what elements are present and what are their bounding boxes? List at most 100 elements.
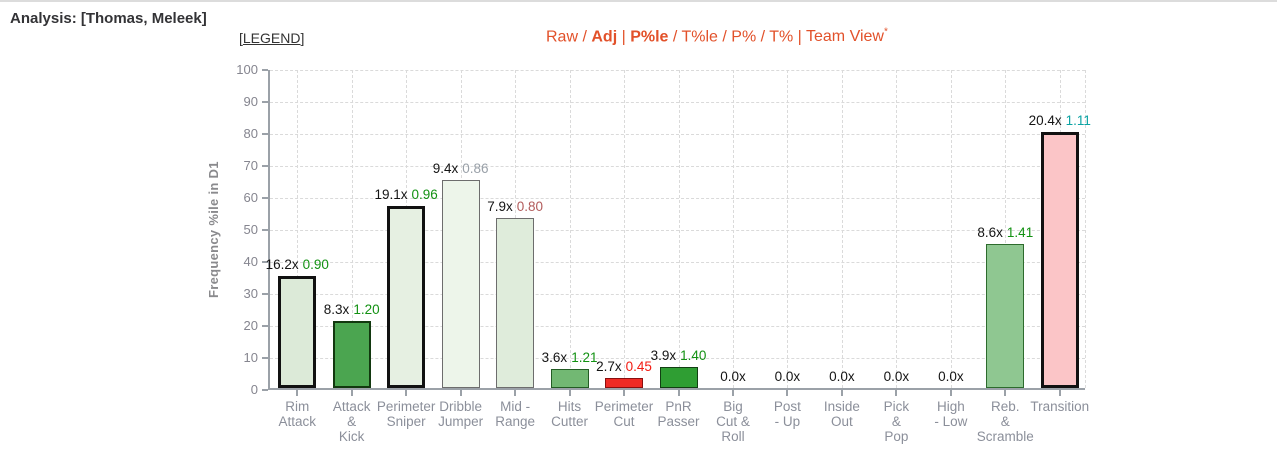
bar-dribble-jumper[interactable] xyxy=(441,180,480,388)
vertical-gridline xyxy=(624,70,626,388)
y-axis-tick xyxy=(262,261,268,263)
y-axis-tick xyxy=(262,293,268,295)
y-axis-tick-label: 70 xyxy=(243,158,258,173)
nav-adj[interactable]: Adj xyxy=(591,28,618,46)
bar-pnr-passer[interactable] xyxy=(659,367,698,388)
x-axis-category-rim-attack: Rim Attack xyxy=(278,399,316,429)
x-axis-category-post-up: Post - Up xyxy=(773,399,801,429)
y-axis-tick-label: 50 xyxy=(243,222,258,237)
bar-mid-range[interactable] xyxy=(496,218,535,388)
horizontal-gridline xyxy=(270,326,1085,327)
x-axis-category-attack-kick: Attack & Kick xyxy=(332,399,371,444)
y-axis-tick xyxy=(262,133,268,135)
bar-ratio-label: 0.80 xyxy=(516,199,543,215)
y-axis-tick xyxy=(262,389,268,391)
horizontal-gridline xyxy=(270,134,1085,135)
bar-multiplier-label: 19.1x xyxy=(374,186,408,202)
x-axis-tick xyxy=(731,390,734,396)
page-title: Analysis: [Thomas, Meleek] xyxy=(10,10,207,27)
bar-attack-kick[interactable] xyxy=(332,320,371,388)
bar-chart-plot-area: 0 10 20 30 40 50 60 70 80 90 100 16.2x 0.90 Rim Attac… xyxy=(236,62,1091,444)
bar-ratio-label: 1.21 xyxy=(571,349,598,365)
bar-reb-scramble[interactable] xyxy=(986,244,1025,388)
y-axis-tick-label: 10 xyxy=(243,350,258,365)
vertical-gridline xyxy=(351,70,353,388)
bar-multiplier-label: 7.9x xyxy=(487,199,513,215)
bar-perimeter-sniper[interactable] xyxy=(387,205,426,388)
bar-perimeter-cut[interactable] xyxy=(605,378,644,388)
y-axis-tick xyxy=(262,197,268,199)
nav-separator: / xyxy=(717,28,732,46)
y-axis-tick-label: 0 xyxy=(250,382,258,397)
nav-p-le[interactable]: P%le xyxy=(630,28,669,46)
vertical-gridline xyxy=(569,70,571,388)
nav-separator: / xyxy=(668,28,682,46)
vertical-gridline xyxy=(841,70,843,388)
bar-transition[interactable] xyxy=(1040,132,1079,388)
legend-link[interactable]: [LEGEND] xyxy=(239,30,304,46)
bar-ratio-label: 0.86 xyxy=(462,161,489,176)
x-axis-tick xyxy=(1058,390,1061,396)
x-axis-category-mid-range: Mid - Range xyxy=(495,399,535,429)
x-axis-tick xyxy=(840,390,843,396)
bar-value-label: 0.0x xyxy=(720,369,746,384)
bar-multiplier-label: 0.0x xyxy=(720,369,746,384)
x-axis-category-perimeter-sniper: Perimeter Sniper xyxy=(376,399,436,429)
bar-value-label: 0.0x xyxy=(884,369,910,384)
horizontal-gridline xyxy=(270,262,1085,263)
x-axis-category-perimeter-cut: Perimeter Cut xyxy=(594,399,654,429)
x-axis-tick xyxy=(677,390,680,396)
x-axis-category-inside-out: Inside Out xyxy=(823,399,860,429)
bar-ratio-label: 1.20 xyxy=(353,301,380,317)
bar-ratio-label: 0.96 xyxy=(411,186,438,202)
y-axis-tick xyxy=(262,69,268,71)
x-axis-category-pick-pop: Pick & Pop xyxy=(883,399,910,444)
bar-rim-attack[interactable] xyxy=(278,276,317,388)
bar-value-label: 9.4x 0.86 xyxy=(433,161,489,176)
legend-bracket-close: ] xyxy=(300,30,305,46)
bar-ratio-label: 1.41 xyxy=(1006,225,1034,240)
horizontal-gridline xyxy=(270,294,1085,295)
y-axis-tick xyxy=(262,357,268,359)
nav-team-view[interactable]: Team View* xyxy=(806,27,888,46)
nav-raw[interactable]: Raw xyxy=(546,28,579,46)
bar-value-label: 3.6x 1.21 xyxy=(542,350,598,365)
vertical-gridline xyxy=(950,70,952,388)
nav-t-le[interactable]: T%le xyxy=(681,28,718,46)
y-axis-tick-label: 80 xyxy=(243,126,258,141)
x-axis-tick xyxy=(459,390,462,396)
bar-value-label: 2.7x 0.45 xyxy=(596,359,652,374)
nav-p[interactable]: P% xyxy=(731,28,757,46)
bar-value-label: 0.0x xyxy=(938,369,964,384)
y-axis-tick xyxy=(262,325,268,327)
x-axis-tick xyxy=(350,390,353,396)
x-axis-tick xyxy=(786,390,789,396)
horizontal-gridline xyxy=(270,166,1085,167)
vertical-gridline xyxy=(1005,70,1007,388)
x-axis-category-big-cut-roll: Big Cut & Roll xyxy=(716,399,750,444)
y-axis-tick-label: 60 xyxy=(243,190,258,205)
nav-t[interactable]: T% xyxy=(769,28,794,46)
horizontal-gridline xyxy=(270,230,1085,231)
x-axis-tick xyxy=(514,390,517,396)
x-axis-tick xyxy=(895,390,898,396)
bar-multiplier-label: 0.0x xyxy=(829,369,855,384)
x-axis-category-transition: Transition xyxy=(1030,399,1090,414)
vertical-gridline xyxy=(787,70,789,388)
y-axis-tick-label: 100 xyxy=(236,62,258,77)
bar-ratio-label: 0.45 xyxy=(625,359,652,375)
nav-separator: / xyxy=(756,28,770,46)
y-axis-tick-label: 20 xyxy=(243,318,258,333)
bar-hits-cutter[interactable] xyxy=(550,368,589,388)
bar-multiplier-label: 0.0x xyxy=(938,369,964,384)
bar-multiplier-label: 20.4x xyxy=(1028,113,1062,128)
bar-multiplier-label: 3.6x xyxy=(541,349,568,365)
y-axis-tick xyxy=(262,229,268,231)
vertical-gridline xyxy=(1085,70,1086,388)
vertical-gridline xyxy=(678,70,680,388)
y-axis-tick-label: 40 xyxy=(243,254,258,269)
x-axis-category-high-low: High - Low xyxy=(934,399,968,429)
y-axis-tick-label: 30 xyxy=(243,286,258,301)
y-axis-tick xyxy=(262,165,268,167)
